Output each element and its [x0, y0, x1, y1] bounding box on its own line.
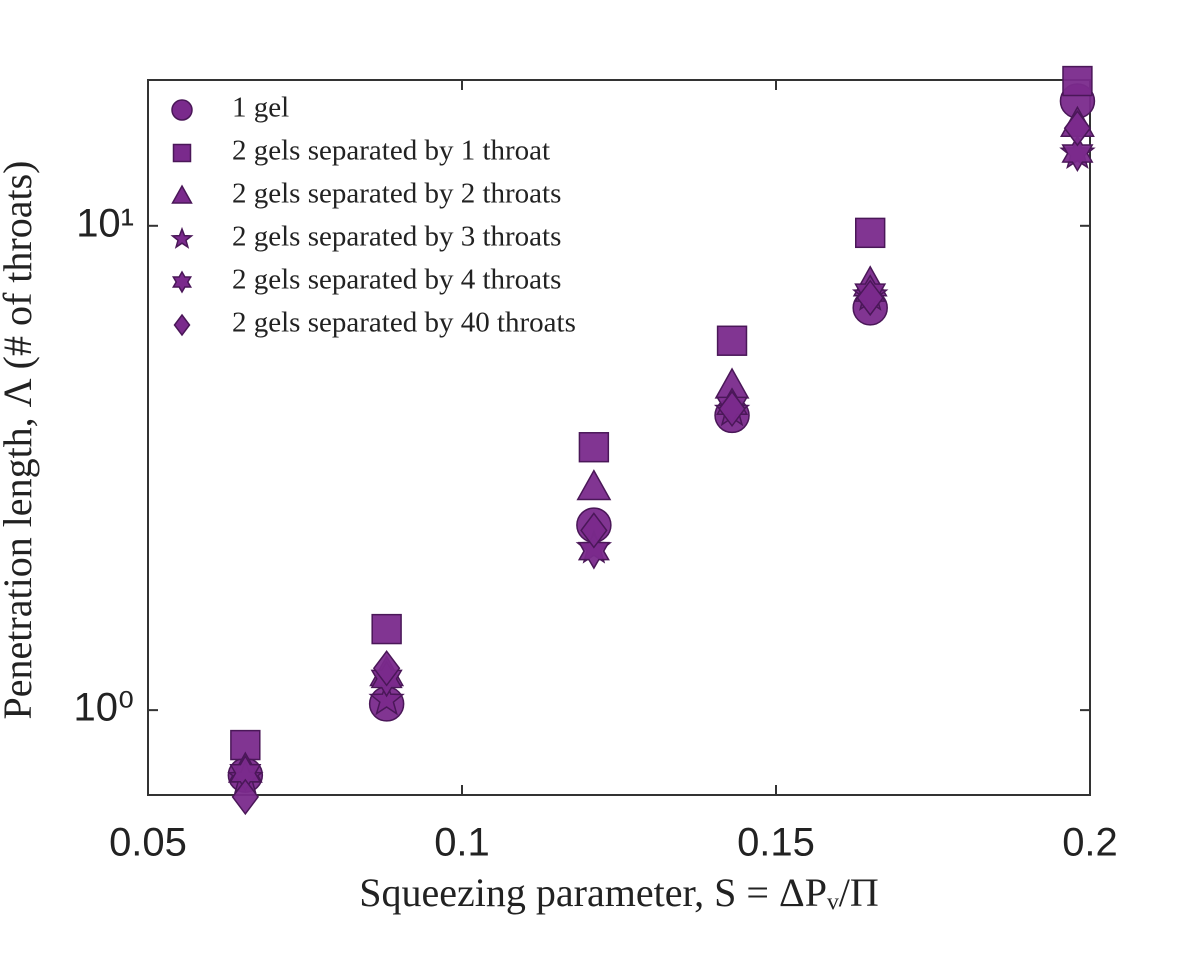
data-point [231, 778, 260, 816]
legend-marker [172, 143, 192, 163]
y-axis-label: Penetration length, Λ (# of throats) [0, 161, 40, 720]
y-tick-label: 10⁰ [73, 686, 134, 730]
data-point [1061, 135, 1094, 172]
data-point [372, 650, 401, 687]
legend-marker [171, 184, 193, 204]
data-point [371, 613, 402, 645]
data-point [718, 390, 746, 428]
data-point [577, 532, 610, 570]
data-point [855, 217, 886, 249]
legend-label: 1 gel [232, 92, 289, 124]
x-axis-label: Squeezing parameter, S = ΔPᵥ/Π [359, 870, 878, 915]
x-tick-label: 0.2 [1062, 821, 1118, 865]
data-point [576, 469, 612, 501]
data-point [1063, 110, 1092, 147]
x-tick-label: 0.1 [434, 821, 490, 865]
y-tick-label: 10¹ [76, 201, 134, 245]
legend-marker [171, 99, 193, 121]
legend-label: 2 gels separated by 4 throats [232, 264, 561, 296]
data-point [580, 512, 608, 549]
legend-marker [173, 313, 191, 337]
data-point [716, 325, 748, 356]
data-point [578, 432, 610, 463]
legend-label: 2 gels separated by 3 throats [232, 221, 561, 253]
legend-label: 2 gels separated by 1 throat [232, 135, 550, 167]
x-tick-label: 0.05 [109, 821, 187, 865]
x-tick-label: 0.15 [737, 821, 815, 865]
data-point [856, 279, 884, 317]
data-point [1062, 65, 1093, 97]
plot-frame [147, 79, 1091, 796]
data-point [368, 680, 405, 716]
legend-marker [171, 270, 193, 294]
legend-label: 2 gels separated by 40 throats [232, 307, 576, 339]
legend-marker [170, 226, 194, 249]
legend-label: 2 gels separated by 2 throats [232, 178, 561, 210]
